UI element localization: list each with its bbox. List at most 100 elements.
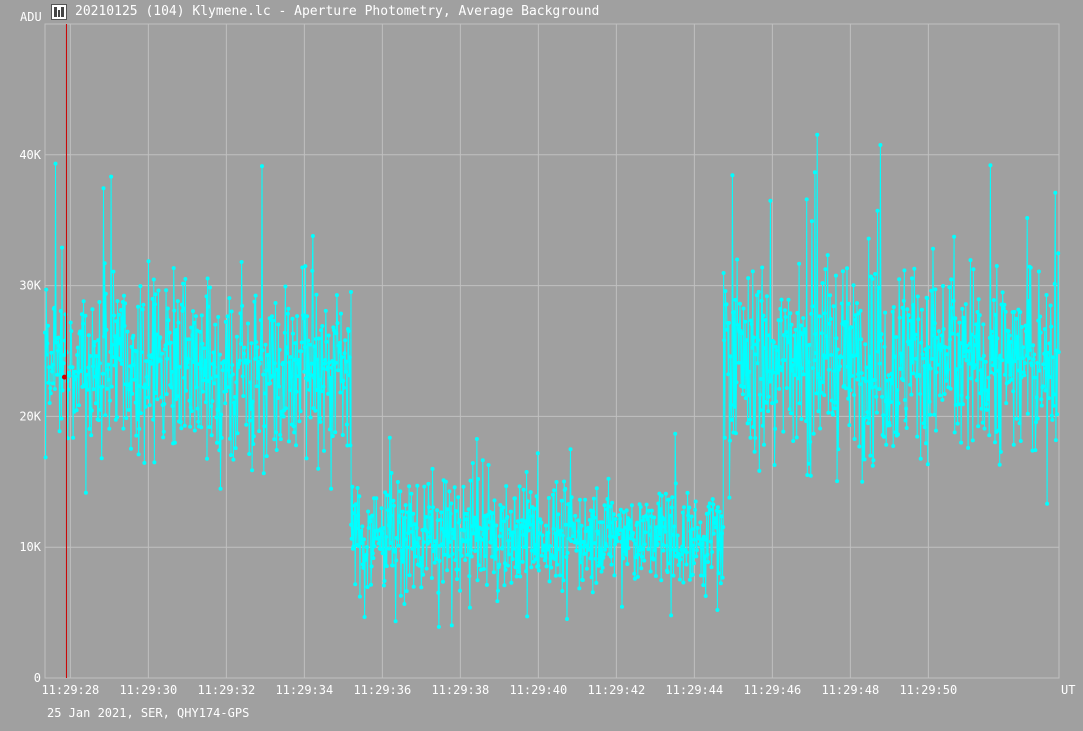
data-point — [429, 509, 434, 514]
data-point — [301, 313, 305, 318]
data-point — [1034, 395, 1039, 400]
data-point — [146, 259, 151, 264]
data-point — [765, 369, 770, 374]
data-point — [821, 353, 826, 358]
data-point — [589, 575, 594, 580]
data-point — [393, 619, 398, 624]
data-point — [812, 358, 817, 363]
data-point — [934, 428, 938, 433]
data-point — [98, 361, 102, 366]
data-point — [812, 170, 817, 175]
data-point — [82, 382, 87, 387]
data-point — [815, 372, 820, 376]
cursor[interactable] — [61, 24, 67, 678]
data-point — [262, 424, 267, 429]
data-point — [53, 161, 58, 166]
data-point — [464, 517, 469, 522]
data-point — [84, 372, 89, 377]
data-point — [553, 573, 558, 578]
data-point — [381, 583, 386, 588]
data-point — [978, 391, 983, 396]
data-point — [481, 567, 486, 571]
data-point — [548, 544, 552, 548]
data-point — [602, 503, 607, 508]
data-point — [165, 356, 170, 361]
data-point — [465, 552, 470, 557]
data-point — [411, 511, 416, 516]
data-point — [627, 526, 632, 531]
data-point — [684, 550, 689, 555]
data-point — [275, 396, 280, 400]
data-point — [788, 411, 793, 416]
data-point — [257, 361, 262, 366]
data-point — [229, 453, 233, 458]
data-point — [865, 410, 870, 415]
data-point — [941, 327, 946, 331]
data-point — [1001, 306, 1006, 311]
data-point — [317, 377, 322, 382]
data-point — [870, 276, 875, 281]
data-point — [779, 297, 784, 302]
data-point — [244, 422, 249, 427]
data-point — [139, 350, 144, 355]
data-point — [334, 331, 339, 336]
data-point — [86, 365, 91, 370]
data-point — [542, 544, 547, 549]
data-point — [196, 419, 201, 424]
data-point — [250, 399, 255, 404]
data-point — [57, 429, 62, 434]
data-point — [335, 321, 340, 326]
data-point — [227, 296, 232, 301]
data-point — [797, 401, 802, 406]
data-point — [732, 310, 737, 315]
data-point — [369, 564, 374, 569]
data-point — [730, 173, 735, 178]
x-tick-label: 11:29:46 — [743, 683, 801, 697]
data-point — [351, 544, 356, 549]
data-point — [382, 579, 387, 583]
data-point — [428, 515, 433, 520]
data-point — [674, 548, 679, 553]
data-point — [524, 569, 529, 574]
data-point — [593, 556, 598, 561]
data-point — [932, 321, 937, 326]
data-point — [246, 359, 251, 364]
data-point — [505, 563, 510, 568]
data-point — [845, 266, 849, 271]
data-point — [213, 322, 218, 327]
data-point — [183, 277, 188, 281]
data-point — [840, 269, 845, 274]
data-point — [1000, 290, 1005, 295]
data-point — [359, 528, 364, 533]
data-point — [439, 510, 444, 515]
data-point — [384, 535, 389, 539]
data-point — [322, 361, 327, 366]
data-point — [831, 304, 836, 309]
data-point — [948, 386, 953, 391]
data-point — [369, 582, 373, 587]
data-point — [913, 332, 918, 337]
data-point — [646, 547, 651, 552]
data-point — [870, 463, 875, 468]
data-point — [1045, 350, 1050, 355]
data-point — [330, 434, 335, 439]
data-point — [544, 523, 548, 528]
data-point — [143, 404, 148, 409]
data-point — [756, 289, 761, 294]
data-point — [109, 174, 114, 179]
data-point — [684, 562, 689, 567]
data-point — [755, 361, 760, 366]
data-point — [996, 368, 1000, 373]
data-point — [144, 375, 149, 379]
data-point — [778, 318, 783, 323]
data-point — [856, 372, 861, 377]
data-point — [1025, 411, 1030, 416]
data-point — [446, 554, 451, 559]
data-point — [247, 418, 252, 423]
data-point — [811, 366, 816, 371]
data-point — [875, 208, 880, 213]
data-point — [686, 517, 691, 522]
data-point — [562, 479, 567, 484]
data-point — [511, 546, 516, 551]
